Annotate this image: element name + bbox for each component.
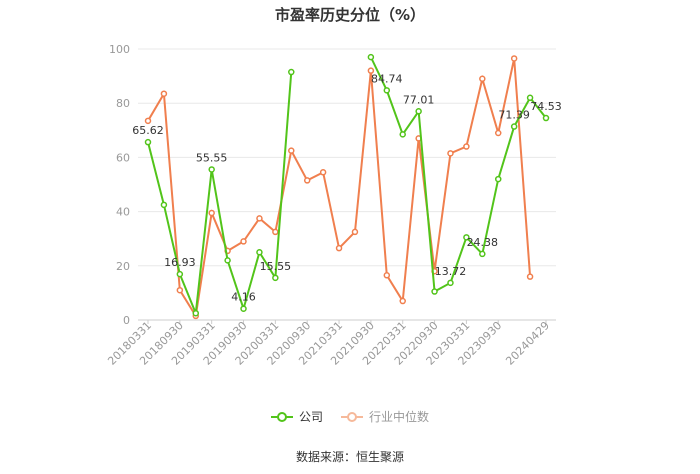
industry-point [144, 117, 152, 125]
data-label: 15.55 [260, 260, 292, 273]
industry-point [256, 215, 263, 222]
industry-point [383, 272, 391, 279]
y-tick-label: 20 [116, 260, 130, 273]
y-tick-label: 60 [116, 151, 130, 164]
industry-point [176, 286, 184, 294]
y-tick-label: 100 [109, 43, 130, 56]
data-label: 71.39 [498, 109, 530, 122]
company-point [415, 108, 422, 115]
y-tick-label: 80 [116, 97, 130, 110]
company-point [288, 68, 295, 76]
industry-point [303, 177, 311, 184]
legend-company-swatch-icon [270, 411, 293, 423]
company-point [494, 175, 502, 183]
company-series-line [369, 56, 547, 294]
company-point [510, 123, 518, 130]
legend-industry-label: 行业中位数 [369, 410, 430, 424]
industry-point [479, 75, 486, 83]
industry-point [160, 90, 168, 97]
company-point [272, 274, 279, 282]
industry-point [335, 244, 343, 252]
industry-point [319, 169, 327, 176]
industry-series-line [147, 58, 532, 319]
company-series-line [147, 71, 293, 314]
industry-point [208, 209, 215, 217]
company-point [431, 288, 438, 295]
industry-point [399, 297, 406, 305]
company-point [176, 270, 184, 278]
company-point [447, 279, 454, 287]
legend-industry-swatch-icon [341, 411, 363, 423]
company-point [192, 309, 200, 317]
industry-point [494, 129, 502, 137]
legend-item-company[interactable]: 公司 [270, 408, 323, 425]
industry-point [240, 238, 247, 245]
industry-point [272, 228, 279, 236]
industry-point [367, 67, 375, 74]
data-label: 24.38 [467, 236, 499, 249]
company-point [256, 249, 263, 256]
company-point [160, 201, 168, 209]
legend-company-label: 公司 [298, 410, 323, 424]
industry-point [510, 55, 518, 62]
data-source: 数据来源：恒生聚源 [295, 450, 404, 464]
company-point [463, 234, 470, 241]
data-label: 74.53 [530, 100, 562, 113]
company-point [479, 250, 486, 258]
industry-point [288, 147, 295, 154]
company-point [240, 305, 247, 312]
company-point [224, 257, 231, 264]
company-point [208, 166, 215, 173]
company-point [399, 131, 406, 138]
company-point [383, 87, 391, 94]
data-label: 84.74 [371, 72, 403, 85]
company-point [526, 94, 534, 102]
data-label: 16.93 [164, 256, 196, 269]
data-label: 55.55 [196, 151, 228, 164]
company-point [542, 114, 550, 122]
y-tick-label: 0 [123, 314, 130, 327]
x-tick-label: 20240429 [503, 319, 552, 368]
industry-point [526, 273, 534, 280]
data-label: 65.62 [132, 124, 164, 137]
chart-canvas: 0204060801002018033120180930201903312019… [105, 43, 562, 368]
data-label: 13.72 [435, 265, 467, 278]
company-point [367, 53, 375, 61]
industry-point [463, 143, 470, 150]
industry-point [447, 150, 454, 157]
data-label: 4.16 [231, 291, 256, 304]
legend: 公司 行业中位数 [0, 408, 700, 425]
chart-title: 市盈率历史分位（%） [274, 6, 426, 24]
company-point [144, 138, 152, 146]
legend-item-industry[interactable]: 行业中位数 [341, 408, 429, 425]
data-label: 77.01 [403, 93, 435, 106]
industry-point [351, 228, 359, 236]
y-tick-label: 40 [116, 206, 130, 219]
